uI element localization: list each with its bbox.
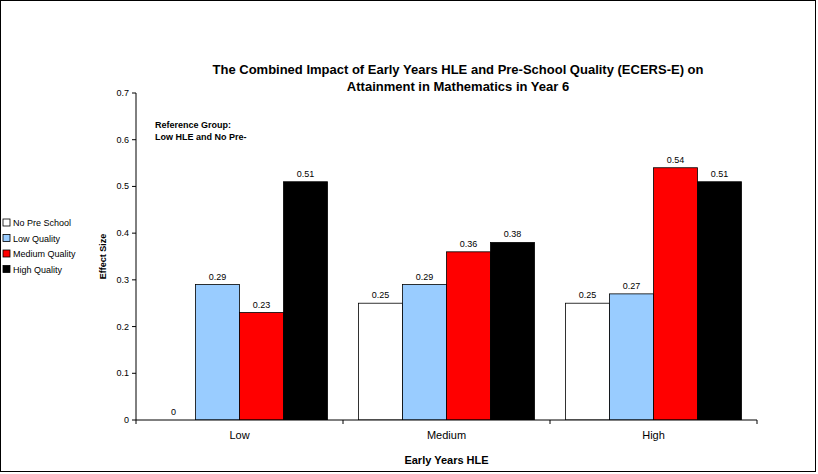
bar (359, 303, 403, 420)
y-axis-line (136, 93, 137, 420)
chart-title: The Combined Impact of Early Years HLE a… (213, 62, 704, 94)
y-tick (132, 373, 136, 374)
bar (698, 182, 742, 420)
y-axis-title: Effect Size (98, 234, 108, 280)
legend-label: Low Quality (13, 234, 61, 244)
legend: No Pre School Low Quality Medium Quality Hi… (3, 218, 76, 275)
data-label: 0.51 (297, 169, 315, 179)
bar (447, 252, 491, 420)
bars (196, 168, 742, 420)
legend-swatch (3, 266, 10, 273)
x-tick-label: Low (229, 429, 249, 441)
y-tick-label: 0.1 (116, 368, 129, 378)
legend-label: High Quality (13, 265, 63, 275)
bar (654, 168, 698, 420)
y-tick (132, 420, 136, 421)
y-tick (132, 279, 136, 280)
data-label: 0.25 (372, 290, 390, 300)
bar (403, 285, 447, 420)
legend-label: No Pre School (13, 218, 71, 228)
y-tick-label: 0.3 (116, 275, 129, 285)
data-label: 0.51 (711, 169, 729, 179)
x-tick-label: Medium (427, 429, 466, 441)
data-label: 0.29 (209, 272, 227, 282)
y-tick (132, 186, 136, 187)
data-label: 0.54 (667, 155, 685, 165)
legend-label: Medium Quality (13, 249, 76, 259)
data-label: 0 (171, 407, 176, 417)
bar (566, 303, 610, 420)
x-tick (550, 420, 551, 424)
data-labels: 0 0.25 0.25 0.29 0.29 0.27 0.23 0.36 0.54 0.51 0.3… (171, 155, 728, 417)
y-tick (132, 93, 136, 94)
data-label: 0.38 (504, 229, 522, 239)
legend-swatch (3, 235, 10, 242)
x-axis-line (136, 420, 757, 421)
chart-frame (1, 1, 816, 472)
chart-svg: 0 0.25 0.25 0.29 0.29 0.27 0.23 0.36 0.54 0.51 0.3… (0, 0, 818, 474)
y-tick-label: 0.6 (116, 135, 129, 145)
y-tick-label: 0.7 (116, 88, 129, 98)
y-tick-label: 0.4 (116, 228, 129, 238)
bar (491, 242, 535, 420)
legend-swatch (3, 219, 10, 226)
annotation: Low HLE and No Pre- (155, 132, 247, 142)
bar (240, 313, 284, 420)
data-label: 0.29 (416, 272, 434, 282)
bar (196, 285, 240, 420)
y-tick-label: 0 (124, 415, 129, 425)
bar (284, 182, 328, 420)
data-label: 0.23 (253, 300, 271, 310)
y-tick-label: 0.2 (116, 322, 129, 332)
annotation: Reference Group: (155, 120, 231, 130)
bar (610, 294, 654, 420)
y-tick (132, 233, 136, 234)
legend-swatch (3, 250, 10, 257)
y-tick (132, 326, 136, 327)
chart-container: 0 0.25 0.25 0.29 0.29 0.27 0.23 0.36 0.54 0.51 0.3… (0, 0, 818, 474)
data-label: 0.36 (460, 239, 478, 249)
data-label: 0.25 (579, 290, 597, 300)
x-tick (136, 420, 137, 424)
y-tick-label: 0.5 (116, 181, 129, 191)
x-tick (343, 420, 344, 424)
y-tick (132, 139, 136, 140)
data-label: 0.27 (623, 281, 641, 291)
x-axis-title: Early Years HLE (404, 454, 488, 466)
x-tick-label: High (642, 429, 665, 441)
x-tick (757, 420, 758, 424)
